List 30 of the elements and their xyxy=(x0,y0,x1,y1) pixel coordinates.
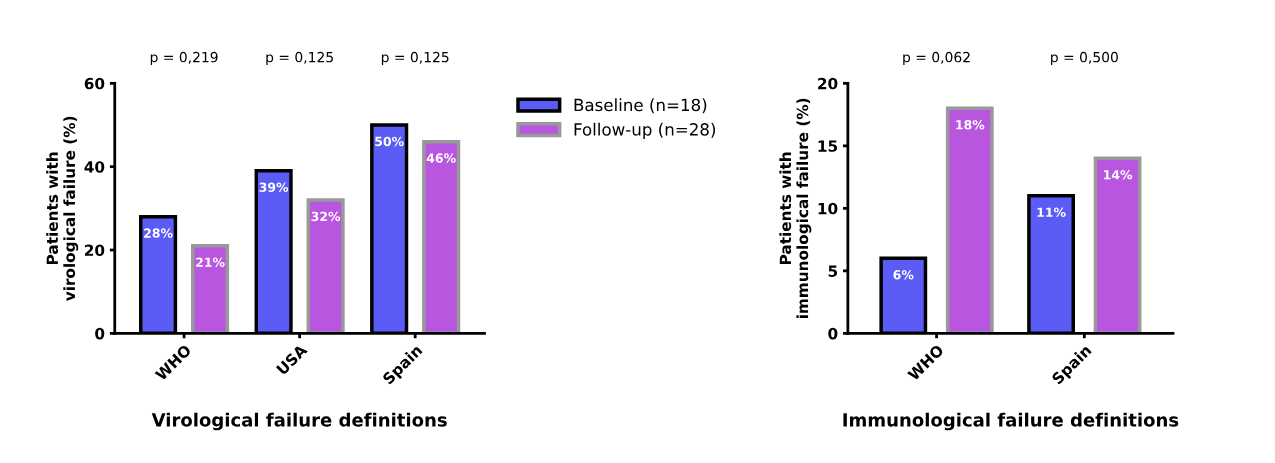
y-axis-title: Patients with virological failure (%) xyxy=(46,116,79,302)
y-tick-label: 40 xyxy=(84,161,105,173)
text: p = 0,219 xyxy=(150,51,218,66)
y-tick-label: 15 xyxy=(818,140,838,152)
text: p = 0,125 xyxy=(266,51,333,66)
x-axis-title: Virological failure definitions xyxy=(151,412,447,431)
data-label: 14% xyxy=(1104,170,1133,180)
y-axis-title: Patients with immunological failure (%) xyxy=(779,98,812,319)
data-label: 28% xyxy=(144,228,173,238)
data-label: 39% xyxy=(259,182,289,192)
text: p = 0,500 xyxy=(1051,51,1118,66)
data-label: 46% xyxy=(426,153,456,163)
text: p = 0,062 xyxy=(903,51,970,66)
x-axis-title: Immunological failure definitions xyxy=(843,412,1179,431)
data-label: 32% xyxy=(311,211,341,222)
text: p = 0,125 xyxy=(381,51,449,66)
y-tick-label: 0 xyxy=(95,327,105,340)
legend-label: Baseline (n=18) xyxy=(574,98,707,114)
y-tick-label: 60 xyxy=(84,77,105,90)
y-tick-label: 5 xyxy=(828,265,838,277)
data-label: 11% xyxy=(1037,207,1066,217)
data-label: 18% xyxy=(956,120,985,130)
data-label: 6% xyxy=(893,270,914,280)
data-label: 21% xyxy=(196,257,225,267)
y-tick-label: 20 xyxy=(818,77,838,90)
y-tick-label: 20 xyxy=(84,244,105,257)
legend-label: Follow-up (n=28) xyxy=(574,122,716,139)
data-label: 50% xyxy=(375,136,404,147)
y-tick-label: 10 xyxy=(818,202,838,215)
y-tick-label: 0 xyxy=(828,327,838,340)
